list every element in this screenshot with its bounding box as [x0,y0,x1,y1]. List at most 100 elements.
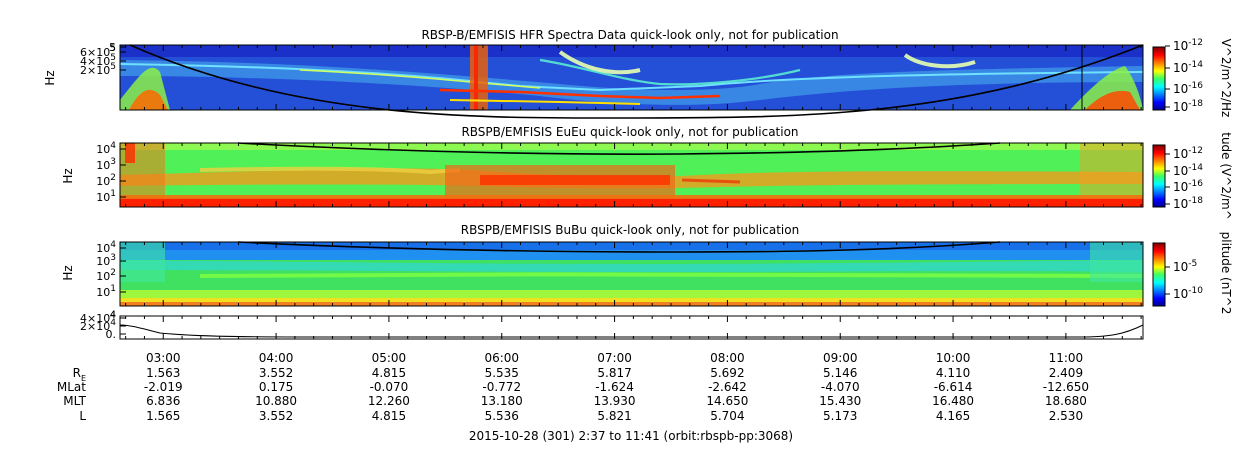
colorbar-ticks-bubu: 10-5 10-10 [1165,259,1203,301]
ytick-label-hfr: 6×105 [80,44,116,59]
ephemeris-row-label: MLat [57,380,86,394]
ytick-label-bubu: 103 [96,253,116,268]
spectrogram-eueu [120,142,1143,207]
ephemeris-value: 18.680 [1045,394,1087,408]
panel-hfr: RBSP-B/EMFISIS HFR Spectra Data quick-lo… [43,28,1233,119]
colorbar-tick-label-bubu: 10-10 [1173,286,1203,301]
ephemeris-value: 4.815 [372,366,406,380]
ephemeris-value: -4.070 [821,380,860,394]
ytick-label-eueu: 103 [96,157,116,172]
ephemeris-value: 13.930 [594,394,636,408]
ephemeris-value: 5.821 [597,409,631,423]
ephemeris-value: 5.817 [597,366,631,380]
ephemeris-value: 6.836 [146,394,180,408]
ylabel-eueu: Hz [61,168,75,183]
colorbar-tick-label-eueu: 10-18 [1173,196,1203,211]
ephemeris-value: 5.692 [710,366,744,380]
trace-line [119,324,1144,338]
panel-eueu: RBSPB/EMFISIS EuEu quick-look only, not … [61,125,1233,220]
spectrogram-bubu [120,241,1144,306]
colorbar-bubu [1152,242,1166,307]
ytick-label-hfr: 4×105 [80,53,116,68]
ephemeris-value: -0.772 [482,380,521,394]
time-ticks: 03:00 04:00 05:00 06:00 07:00 08:00 09:00 10:00… [125,45,1142,365]
time-tick-label: 06:00 [484,351,519,365]
ephemeris-value: -1.624 [595,380,634,394]
ephemeris-row-label: L [79,409,86,423]
ephemeris-value: 2.530 [1049,409,1083,423]
ephemeris-value: 5.173 [823,409,857,423]
colorbar-tick-label-eueu: 10-16 [1173,179,1203,194]
ephemeris-value: 5.536 [485,409,519,423]
footer-caption: 2015-10-28 (301) 2:37 to 11:41 (orbit:rb… [469,429,793,443]
ephemeris-value: 4.165 [936,409,970,423]
colorbar-tick-label-hfr: 10-18 [1173,99,1203,114]
ephemeris-value: 10.880 [255,394,297,408]
ephemeris-value: 5.535 [485,366,519,380]
ephemeris-value: 0.175 [259,380,293,394]
ytick-label-eueu: 101 [96,189,116,204]
ephemeris-value: 5.704 [710,409,744,423]
ephemeris-value: 14.650 [706,394,748,408]
time-tick-label: 10:00 [936,351,971,365]
panel-bubu: RBSPB/EMFISIS BuBu quick-look only, not … [61,223,1233,314]
time-tick-label: 11:00 [1049,351,1084,365]
ephemeris-value: 2.409 [1049,366,1083,380]
ytick-label-eueu: 104 [96,141,116,156]
ephemeris-row-label: MLT [63,394,86,408]
panel-title-hfr: RBSP-B/EMFISIS HFR Spectra Data quick-lo… [421,28,838,42]
ephemeris-value: 5.146 [823,366,857,380]
colorbar-label-eueu: tude (V^2/m^ [1219,132,1233,220]
ephemeris-value: 3.552 [259,366,293,380]
ephemeris-value: -12.650 [1043,380,1089,394]
colorbar-ticks-hfr: 10-12 10-14 10-16 10-18 [1165,38,1203,114]
ytick-label-hfr: 2×105 [80,62,116,77]
ytick-label-line: 4×104 [80,310,116,325]
panel-title-bubu: RBSPB/EMFISIS BuBu quick-look only, not … [461,223,799,237]
ephemeris-value: 16.480 [932,394,974,408]
ephemeris-value: 15.430 [819,394,861,408]
ephemeris-value: -2.019 [144,380,183,394]
ytick-label-bubu: 101 [96,284,116,299]
time-tick-label: 05:00 [372,351,407,365]
time-tick-label: 07:00 [597,351,632,365]
colorbar-tick-label-eueu: 10-12 [1173,146,1203,161]
colorbar-tick-label-hfr: 10-14 [1173,60,1203,75]
ephemeris-value: -6.614 [934,380,973,394]
ytick-label-line-top: 4 [110,310,116,321]
ephemeris-value: 4.815 [372,409,406,423]
colorbar-tick-label-eueu: 10-14 [1173,163,1203,178]
ytick-label-line: 0. [106,328,117,341]
ephemeris-table: RE 1.563 3.552 4.815 5.535 5.817 5.692 5.146 4.1… [57,366,1089,423]
ephemeris-value: -0.070 [370,380,409,394]
colorbar-eueu [1152,144,1166,208]
colorbar-tick-label-bubu: 10-5 [1173,259,1197,274]
spectrogram-hfr [119,44,1144,119]
panel-title-eueu: RBSPB/EMFISIS EuEu quick-look only, not … [461,125,798,139]
ephemeris-value: 1.563 [146,366,180,380]
ephemeris-value: 3.552 [259,409,293,423]
colorbar-tick-label-hfr: 10-16 [1173,81,1203,96]
ytick-label-hfr: 5 [109,41,116,54]
ytick-label-eueu: 102 [96,173,116,188]
colorbar-label-bubu: plitude (nT^2 [1219,232,1233,315]
colorbar-label-hfr: V^2/m^2/Hz [1219,39,1233,118]
ephemeris-value: 13.180 [481,394,523,408]
colorbar-tick-label-hfr: 10-12 [1173,38,1203,53]
ephemeris-value: -2.642 [708,380,747,394]
colorbar-hfr [1152,46,1166,111]
time-tick-label: 04:00 [259,351,294,365]
ephemeris-value: 1.565 [146,409,180,423]
time-tick-label: 08:00 [710,351,745,365]
time-tick-label: 03:00 [146,351,181,365]
ytick-label-bubu: 102 [96,268,116,283]
ephemeris-value: 12.260 [368,394,410,408]
ylabel-bubu: Hz [61,265,75,280]
ylabel-hfr: Hz [43,70,57,85]
ytick-label-line: 2×104 [80,318,116,333]
